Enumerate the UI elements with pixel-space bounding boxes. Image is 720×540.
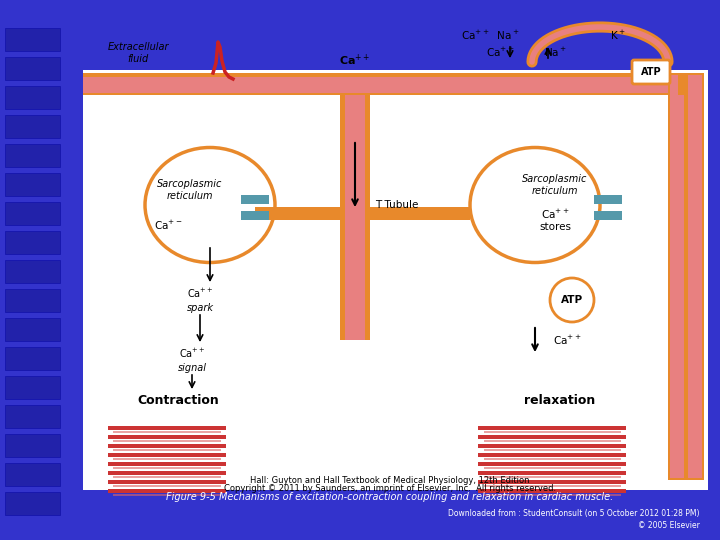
Bar	[5, 463, 60, 486]
Bar	[5, 260, 60, 283]
Bar	[113, 467, 221, 469]
Text: Ca$^{++}$: Ca$^{++}$	[179, 347, 205, 360]
Bar	[113, 476, 221, 478]
Bar	[83, 77, 678, 93]
Bar	[5, 144, 60, 167]
Text: Na$^+$: Na$^+$	[544, 45, 567, 58]
Bar	[108, 480, 226, 484]
Bar	[478, 471, 626, 475]
Bar	[108, 435, 226, 439]
Bar	[5, 434, 60, 457]
Bar	[5, 231, 60, 254]
Text: Downloaded from : StudentConsult (on 5 October 2012 01:28 PM): Downloaded from : StudentConsult (on 5 O…	[449, 509, 700, 518]
Bar	[5, 173, 60, 196]
Circle shape	[550, 278, 594, 322]
Text: Ca$^{++}$: Ca$^{++}$	[486, 45, 514, 58]
Bar	[241, 195, 269, 204]
Bar	[108, 453, 226, 457]
Bar	[478, 426, 626, 430]
Bar	[5, 318, 60, 341]
Bar	[484, 476, 621, 478]
Text: ATP: ATP	[641, 67, 661, 77]
Bar	[83, 73, 678, 95]
Bar	[5, 376, 60, 399]
Bar	[83, 70, 708, 490]
Bar	[594, 211, 622, 220]
Bar	[5, 492, 60, 515]
Text: Sarcoplasmic
reticulum: Sarcoplasmic reticulum	[157, 179, 222, 201]
Text: relaxation: relaxation	[524, 394, 595, 407]
Bar	[108, 444, 226, 448]
Bar	[478, 453, 626, 457]
Bar	[688, 75, 702, 478]
Bar	[108, 489, 226, 493]
Bar	[594, 195, 622, 204]
Bar	[5, 28, 60, 51]
Bar	[108, 471, 226, 475]
Bar	[484, 440, 621, 442]
Bar	[478, 489, 626, 493]
Text: Extracellular
fluid: Extracellular fluid	[107, 42, 168, 64]
Text: Hall: Guyton and Hall Textbook of Medical Physiology, 12th Edition: Hall: Guyton and Hall Textbook of Medica…	[251, 476, 530, 485]
Bar	[686, 73, 704, 480]
Text: ATP: ATP	[561, 295, 583, 305]
Bar	[113, 431, 221, 433]
Bar	[678, 73, 688, 95]
Bar	[478, 462, 626, 466]
Text: Ca$^{++}$: Ca$^{++}$	[186, 287, 213, 300]
Bar	[113, 485, 221, 487]
Bar	[113, 458, 221, 460]
Bar	[5, 405, 60, 428]
Text: Copyright © 2011 by Saunders, an imprint of Elsevier, Inc.  All rights reserved.: Copyright © 2011 by Saunders, an imprint…	[224, 484, 556, 493]
Bar	[484, 449, 621, 451]
Bar	[108, 462, 226, 466]
Text: Ca$^{+-}$: Ca$^{+-}$	[154, 219, 182, 232]
Bar	[113, 449, 221, 451]
Text: signal: signal	[178, 363, 207, 373]
Bar	[484, 458, 621, 460]
Bar	[5, 57, 60, 80]
Bar	[478, 435, 626, 439]
Bar	[5, 347, 60, 370]
Bar	[484, 494, 621, 496]
Bar	[345, 95, 365, 340]
Text: Ca$^{++}$: Ca$^{++}$	[339, 53, 371, 68]
Bar	[5, 202, 60, 225]
Bar	[478, 444, 626, 448]
Bar	[478, 480, 626, 484]
FancyBboxPatch shape	[632, 60, 670, 84]
Text: K$^+$: K$^+$	[610, 29, 626, 42]
Text: spark: spark	[186, 303, 214, 313]
Bar	[5, 86, 60, 109]
Text: Ca$^{++}$  Na$^+$: Ca$^{++}$ Na$^+$	[461, 29, 519, 42]
Text: Ca$^{++}$: Ca$^{++}$	[553, 333, 582, 347]
Bar	[5, 289, 60, 312]
Bar	[108, 426, 226, 430]
Bar	[484, 431, 621, 433]
Text: Contraction: Contraction	[137, 394, 219, 407]
Bar	[484, 467, 621, 469]
Bar	[668, 73, 686, 480]
Bar	[670, 75, 684, 478]
Bar	[484, 485, 621, 487]
Bar	[113, 440, 221, 442]
Text: T Tubule: T Tubule	[375, 200, 418, 210]
Bar	[241, 211, 269, 220]
Bar	[370, 207, 470, 220]
Text: Sarcoplasmic
reticulum: Sarcoplasmic reticulum	[522, 174, 588, 196]
Bar	[113, 494, 221, 496]
Bar	[5, 115, 60, 138]
Text: Figure 9-5 Mechanisms of excitation-contraction coupling and relaxation in cardi: Figure 9-5 Mechanisms of excitation-cont…	[166, 492, 613, 502]
Bar	[340, 95, 370, 340]
Text: © 2005 Elsevier: © 2005 Elsevier	[638, 521, 700, 530]
Text: Ca$^{++}$
stores: Ca$^{++}$ stores	[539, 208, 571, 232]
Bar	[255, 207, 340, 220]
